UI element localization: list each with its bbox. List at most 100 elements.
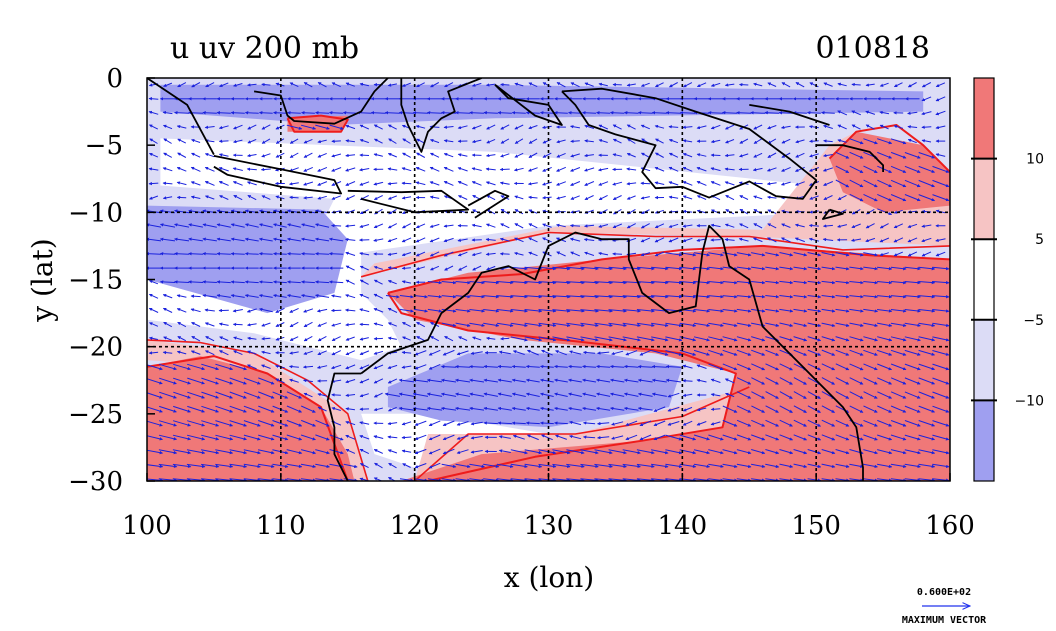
wind-vector [608, 280, 627, 285]
y-tick-label: −15 [68, 266, 123, 296]
wind-vector [584, 251, 595, 256]
wind-vector [863, 308, 879, 313]
wind-vector [708, 295, 724, 299]
wind-vector [654, 251, 665, 257]
colorbar-bin [973, 158, 995, 240]
wind-vector [328, 252, 344, 256]
wind-vector [835, 252, 850, 257]
y-axis-label: y (lat) [26, 238, 59, 322]
wind-vector [387, 195, 397, 200]
wind-vector [598, 224, 609, 228]
wind-vector [499, 181, 510, 185]
wind-vector [469, 295, 485, 299]
wind-vector [510, 294, 528, 299]
wind-vector [204, 166, 215, 172]
wind-vector [162, 307, 173, 313]
wind-vector [722, 295, 738, 299]
wind-vector [594, 266, 613, 271]
wind-vector [315, 252, 330, 256]
wind-vector [809, 195, 819, 200]
wind-vector [427, 308, 443, 313]
wind-vector [275, 152, 285, 158]
wind-vector [932, 294, 950, 299]
wind-vector [286, 124, 303, 130]
wind-vector [877, 179, 893, 188]
wind-vector [317, 139, 327, 144]
wind-vector [682, 181, 693, 186]
wind-vector [608, 266, 627, 271]
wind-vector [750, 111, 766, 115]
wind-vector [582, 111, 597, 115]
wind-vector [821, 295, 836, 299]
wind-vector [177, 138, 187, 144]
wind-vector [890, 309, 907, 313]
wind-vector [328, 237, 344, 242]
wind-vector [696, 166, 707, 172]
wind-vector [679, 266, 697, 271]
wind-vector [258, 209, 273, 214]
y-tick-label: 0 [106, 64, 123, 94]
wind-vector [244, 237, 259, 242]
wind-vector [767, 195, 777, 200]
wind-vector [779, 295, 794, 299]
wind-vector [275, 307, 285, 313]
wind-vector [724, 153, 735, 158]
wind-vector [556, 166, 566, 172]
wind-vector [177, 321, 187, 328]
wind-vector [793, 280, 808, 285]
wind-vector [287, 252, 301, 256]
wind-vector [289, 152, 299, 158]
wind-vector [767, 125, 777, 130]
wind-vector [722, 309, 738, 313]
wind-vector [612, 223, 622, 229]
wind-vector [584, 153, 594, 158]
wind-vector [598, 194, 608, 201]
wind-vector [807, 295, 822, 299]
wind-vector [849, 295, 864, 299]
wind-vector [499, 237, 510, 242]
wind-vector [528, 251, 538, 257]
wind-vector [918, 266, 936, 271]
wind-vector [387, 124, 397, 130]
wind-vector [500, 124, 510, 130]
wind-vector [359, 265, 369, 271]
wind-vector [191, 152, 201, 158]
wind-vector [359, 251, 370, 256]
colorbar-bin [973, 399, 995, 482]
wind-vector [921, 251, 932, 257]
wind-vector [259, 223, 273, 228]
wind-vector [794, 223, 805, 228]
wind-vector [511, 111, 526, 115]
wind-vector [514, 223, 524, 229]
wind-vector [373, 181, 384, 186]
wind-vector [443, 237, 454, 243]
wind-vector [570, 125, 580, 129]
x-ticks: 100 110 120 130 140 150 160 [122, 473, 975, 541]
wind-vector [188, 252, 204, 256]
wind-vector [328, 280, 344, 284]
wind-vector [303, 321, 313, 328]
wind-vector [373, 293, 384, 299]
wind-vector [176, 181, 187, 186]
wind-vector [247, 323, 257, 327]
colorbar-label: 5 [1035, 232, 1044, 248]
wind-vector [739, 138, 749, 144]
wind-vector [345, 139, 355, 143]
wind-vector [598, 167, 609, 172]
wind-vector [387, 322, 397, 327]
wind-vector [359, 308, 370, 313]
wind-vector [359, 82, 370, 87]
wind-vector [402, 138, 411, 144]
wind-vector [162, 167, 173, 172]
wind-vector [188, 237, 203, 242]
wind-vector [216, 293, 231, 298]
contour-line-5 [360, 231, 950, 278]
wind-vector [837, 194, 847, 201]
wind-vector [260, 167, 271, 172]
wind-vector [247, 138, 257, 144]
wind-vector [736, 295, 752, 299]
wind-vector [793, 308, 808, 313]
wind-vector [273, 223, 287, 228]
wind-vector [399, 308, 414, 313]
wind-vector [496, 322, 514, 328]
